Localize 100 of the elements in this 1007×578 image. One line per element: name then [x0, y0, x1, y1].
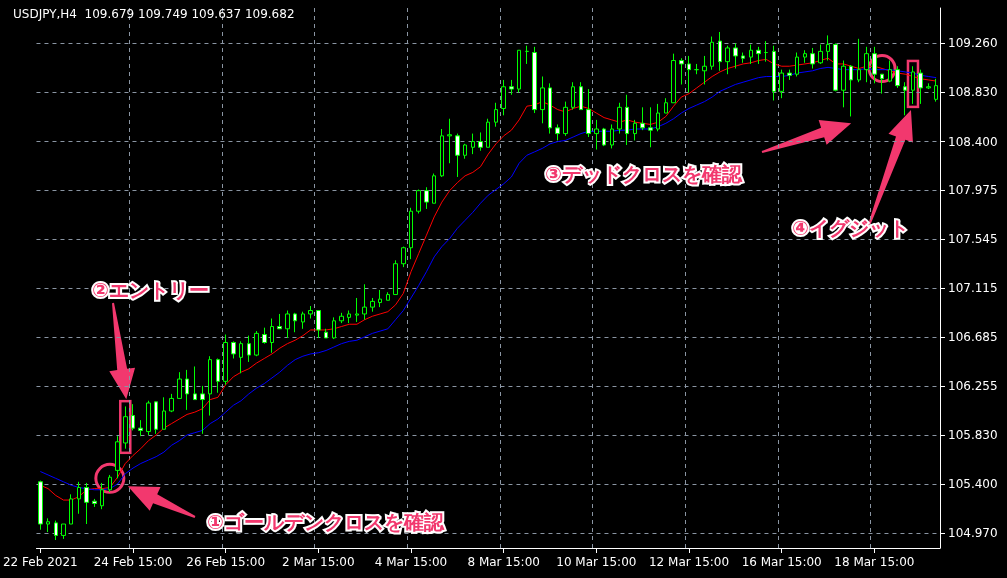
candlestick [687, 55, 691, 93]
candlestick [826, 34, 830, 62]
candlestick [123, 405, 128, 450]
candlestick [818, 44, 823, 65]
candlestick [602, 127, 606, 147]
candlestick [401, 246, 406, 268]
candlestick [440, 128, 444, 178]
candlestick [756, 46, 761, 65]
candlestick [764, 40, 768, 63]
candlestick [254, 330, 259, 357]
candlestick [911, 65, 915, 105]
candlestick [648, 106, 653, 148]
candlestick [903, 81, 907, 116]
candlestick [370, 297, 375, 313]
chart-title: USDJPY,H4 109.679 109.749 109.637 109.682 [13, 7, 295, 21]
candlestick [625, 94, 629, 146]
candlestick [270, 318, 274, 354]
candlestick [478, 131, 483, 152]
candlestick [486, 118, 490, 148]
candlestick [432, 173, 436, 204]
x-tick-label: 22 Feb 2021 [2, 555, 78, 569]
candlestick [579, 81, 583, 111]
annotation: ④イグジット [792, 216, 909, 240]
annotation: ③デッドクロスを確認 [545, 162, 743, 186]
candlestick [362, 283, 367, 321]
candlestick [277, 313, 282, 330]
candlestick [301, 311, 305, 330]
candlestick [586, 88, 591, 138]
candlestick [888, 60, 892, 83]
candlestick [725, 45, 730, 75]
candlestick [772, 45, 776, 101]
x-tick-label: 24 Feb 15:00 [93, 555, 173, 569]
candlestick [185, 369, 189, 411]
candlestick [455, 133, 460, 178]
candlestick [571, 81, 575, 111]
candlestick [138, 419, 143, 437]
candlestick [633, 119, 637, 141]
candlestick [880, 73, 884, 95]
candlestick [293, 312, 297, 333]
candlestick [795, 52, 799, 77]
candlestick [308, 305, 313, 320]
candlestick [833, 42, 838, 92]
candlestick [416, 189, 421, 214]
candlestick [926, 82, 931, 90]
candlestick [247, 335, 251, 363]
candlestick [733, 42, 738, 70]
annotation: ①ゴールデンクロスを確認 [207, 510, 445, 534]
candlestick [239, 340, 243, 374]
x-tick-label: 4 Mar 15:00 [374, 555, 448, 569]
candlestick [223, 334, 228, 386]
candlestick [471, 133, 475, 155]
x-tick-label: 26 Feb 15:00 [186, 555, 266, 569]
y-tick-label: 105.400 [948, 477, 998, 492]
candlestick [54, 520, 58, 541]
candlestick [38, 480, 43, 531]
candlestick [100, 482, 104, 510]
candlestick [154, 401, 158, 435]
candlestick [918, 69, 923, 105]
candlestick [895, 65, 900, 89]
candlestick [787, 69, 792, 81]
candlestick [494, 102, 498, 128]
candlestick [702, 55, 707, 85]
candlestick [339, 312, 344, 324]
x-tick-label: 16 Mar 15:00 [741, 555, 822, 569]
candlestick [386, 291, 390, 301]
candlestick [69, 493, 73, 525]
candlestick [640, 106, 645, 131]
x-tick-label: 2 Mar 15:00 [282, 555, 355, 569]
y-tick-label: 107.115 [948, 281, 998, 296]
y-tick-label: 105.830 [948, 427, 998, 442]
candlestick [610, 123, 614, 149]
y-tick-label: 107.975 [948, 183, 998, 198]
candlestick [517, 49, 521, 93]
candlestick [509, 79, 514, 96]
candlestick [316, 310, 321, 339]
candlestick [216, 357, 220, 394]
candlestick [501, 79, 506, 116]
candlestick [108, 474, 112, 493]
candlestick [872, 46, 877, 84]
candlestick [447, 118, 452, 164]
candlestick [424, 186, 429, 210]
candlestick [46, 517, 50, 533]
x-tick-label: 10 Mar 15:00 [556, 555, 637, 569]
y-tick-label: 104.970 [948, 526, 998, 541]
candlestick [463, 143, 467, 160]
candlestick [285, 310, 290, 339]
candlestick [231, 340, 236, 359]
candlestick [548, 82, 552, 135]
candlestick [718, 31, 722, 72]
candlestick [555, 123, 560, 141]
candlestick [671, 53, 676, 104]
candlestick [749, 44, 753, 65]
y-tick-label: 108.830 [948, 85, 998, 100]
x-tick-label: 18 Mar 15:00 [834, 555, 915, 569]
annotation: ②エントリー [92, 278, 209, 302]
candlestick [131, 403, 135, 431]
candlestick [656, 103, 660, 132]
y-tick-label: 107.545 [948, 232, 998, 247]
candlestick [324, 328, 328, 339]
candlestick [741, 52, 745, 64]
